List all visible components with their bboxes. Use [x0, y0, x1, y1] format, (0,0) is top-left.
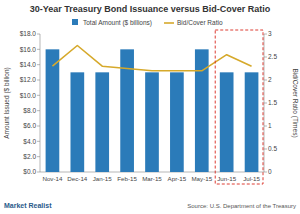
y2-tick [264, 126, 267, 127]
y-tick-label: $10.0 [20, 92, 37, 99]
y-tick [37, 80, 40, 81]
y2-tick [264, 149, 267, 150]
y-tick [37, 34, 40, 35]
bar [145, 72, 159, 172]
y2-tick-label: 2.5 [268, 53, 277, 60]
y2-tick-label: 0 [268, 168, 272, 175]
y-tick-label: $12.0 [20, 76, 37, 83]
y-tick-label: $0.0 [23, 168, 36, 175]
x-tick-label: Feb-15 [117, 175, 137, 182]
source: Source: U.S. Department of the Treasury [187, 203, 296, 209]
y-tick-label: $2.0 [23, 153, 36, 160]
x-tick-label: Jun-15 [217, 175, 236, 182]
bar [170, 72, 184, 172]
y2-tick-label: 1.5 [268, 99, 277, 106]
y2-tick-label: 2 [268, 76, 272, 83]
y-tick [37, 126, 40, 127]
bar [46, 49, 60, 172]
line [52, 46, 251, 71]
y2-axis-title: Bid/Cover Ratio (Times) [291, 68, 299, 137]
chart: 30-Year Treasury Bond Issuance versus Bi… [0, 0, 300, 214]
logo: Market Realist [4, 202, 52, 209]
y-axis-title: Amount Issued ($ billion) [3, 67, 11, 139]
legend-label: Total Amount ($ billions) [83, 19, 152, 27]
y2-tick-label: 1 [268, 122, 272, 129]
y2-tick [264, 57, 267, 58]
y-tick-label: $8.0 [23, 107, 36, 114]
legend-swatch [164, 22, 174, 24]
x-tick-label: Jan-15 [93, 175, 112, 182]
y-tick-label: $16.0 [20, 46, 37, 53]
y-tick-label: $6.0 [23, 122, 36, 129]
highlight-box [215, 30, 263, 184]
legend-swatch [72, 19, 78, 25]
y2-tick [264, 103, 267, 104]
y2-tick-label: 0.5 [268, 145, 277, 152]
legend: Total Amount ($ billions) Bid/Cover Ratio [72, 19, 223, 27]
y-tick [37, 156, 40, 157]
y-axis [40, 34, 41, 172]
y-tick-label: $18.0 [20, 30, 37, 37]
x-tick-label: Jul-15 [243, 175, 260, 182]
bar [95, 72, 109, 172]
y-tick [37, 49, 40, 50]
x-tick-label: Mar-15 [142, 175, 162, 182]
legend-label: Bid/Cover Ratio [177, 19, 223, 26]
x-tick-label: Dec-14 [67, 175, 88, 182]
x-tick-label: Nov-14 [42, 175, 63, 182]
y-tick [37, 95, 40, 96]
y-tick [37, 110, 40, 111]
y-tick [37, 64, 40, 65]
bar [220, 72, 234, 172]
y2-tick [264, 172, 267, 173]
bar [245, 72, 259, 172]
y2-tick-label: 3 [268, 30, 272, 37]
y2-tick [264, 80, 267, 81]
x-tick-label: Apr-15 [168, 175, 187, 182]
y-tick [37, 172, 40, 173]
x-tick-label: May-15 [191, 175, 212, 182]
title: 30-Year Treasury Bond Issuance versus Bi… [30, 4, 271, 14]
bar [70, 72, 84, 172]
y-tick-label: $14.0 [20, 61, 37, 68]
y-tick-label: $4.0 [23, 138, 36, 145]
y2-tick [264, 34, 267, 35]
y-tick [37, 141, 40, 142]
plot-marks [46, 46, 259, 173]
